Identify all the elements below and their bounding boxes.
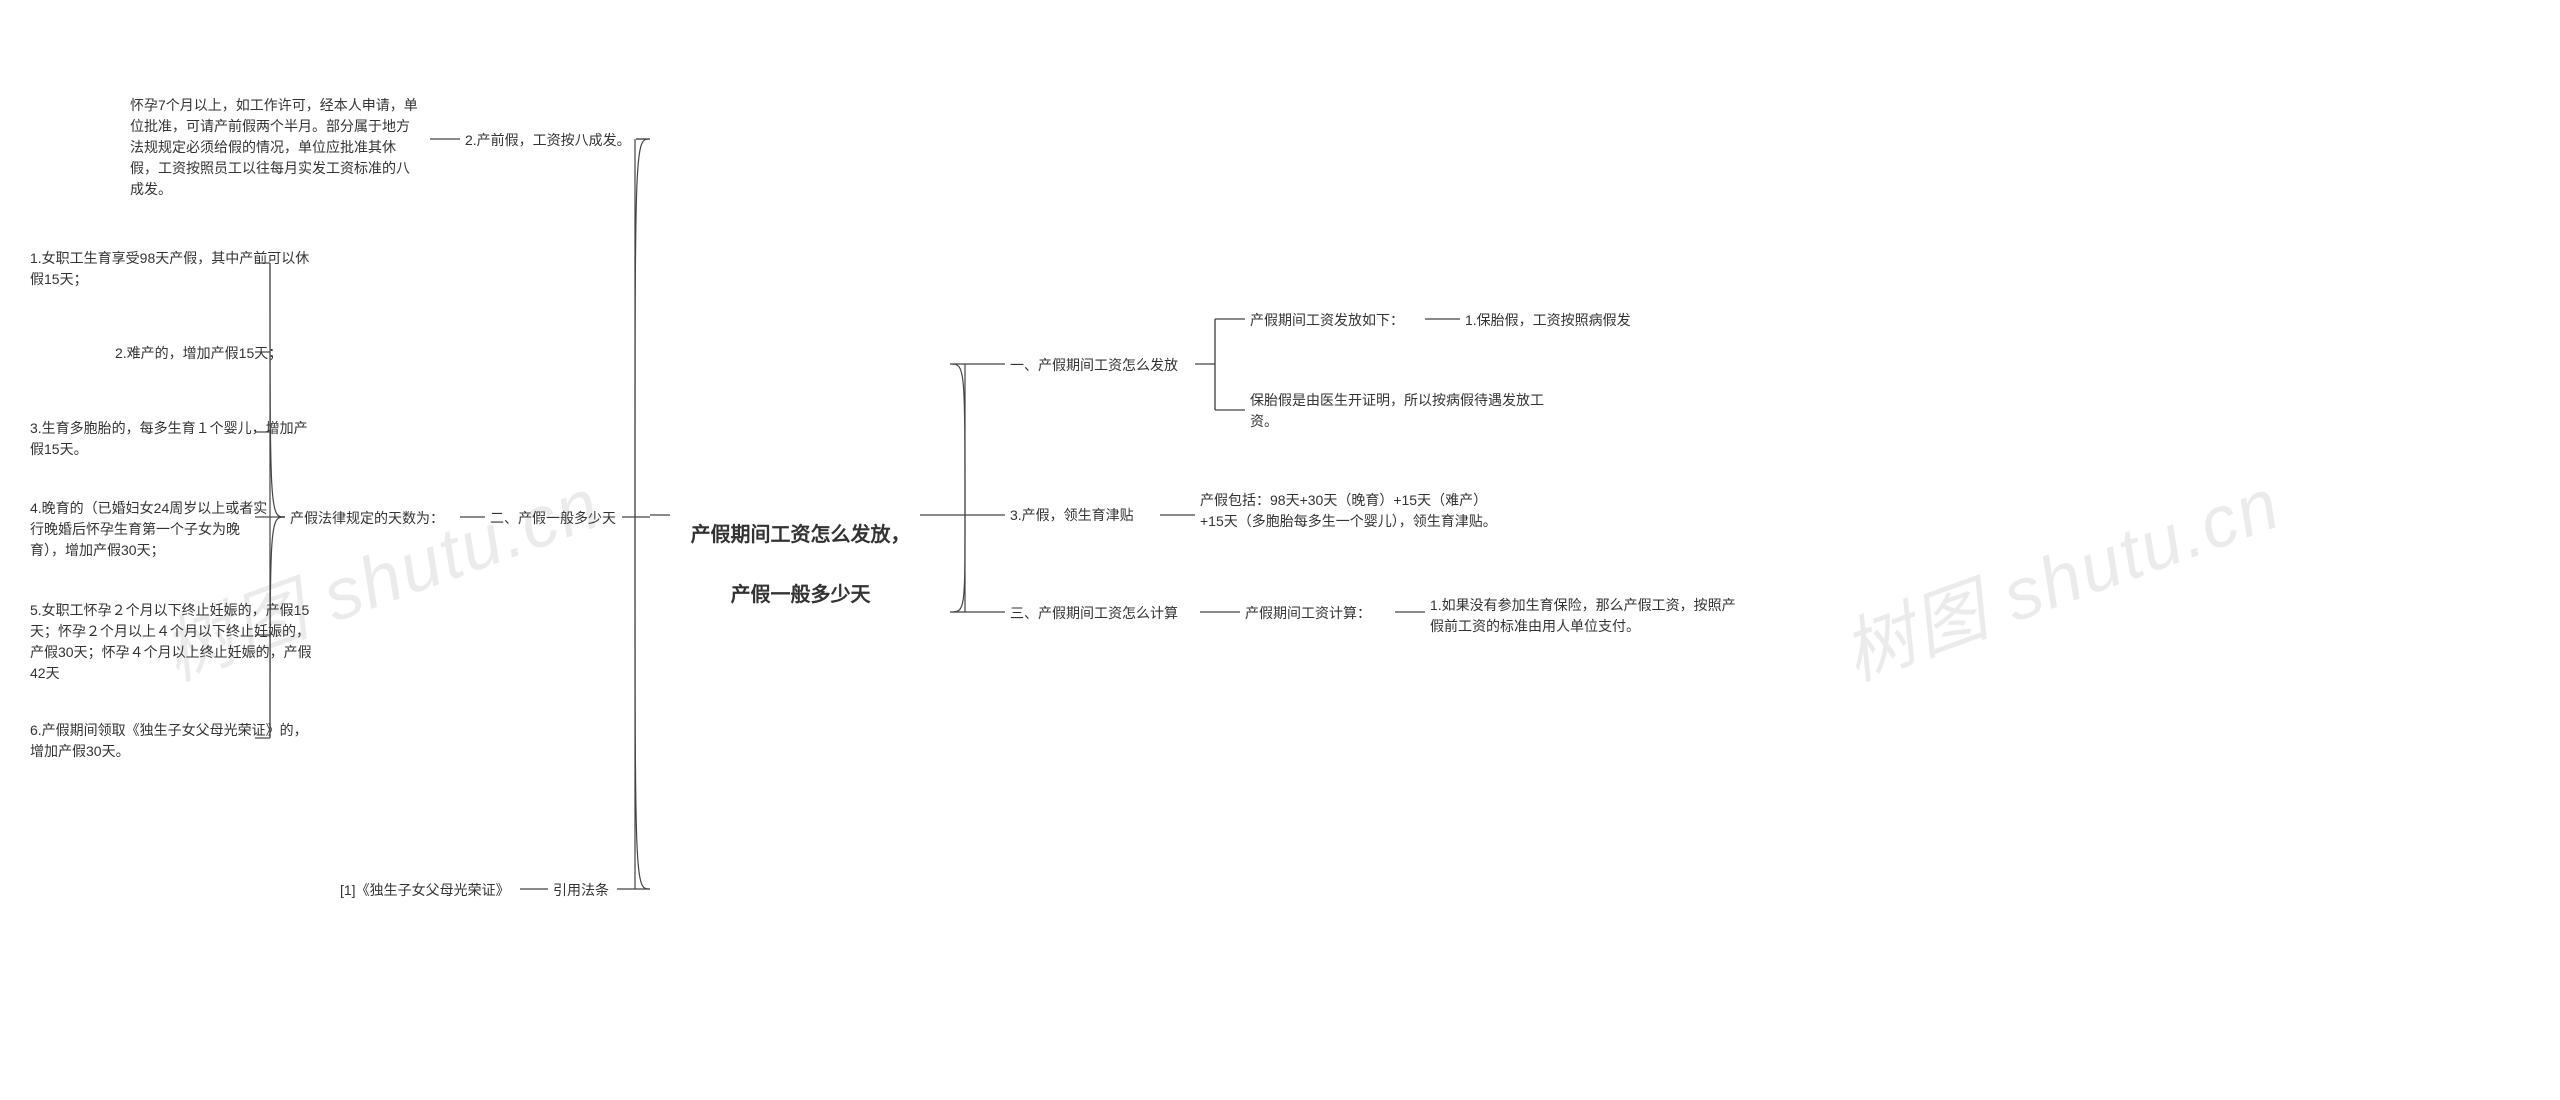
l2-c1-label: 产假法律规定的天数为： (290, 508, 444, 529)
r3-c1-label: 产假期间工资计算： (1245, 603, 1371, 624)
l1-label: 2.产前假，工资按八成发。 (465, 130, 631, 151)
l2-leaf-4: 5.女职工怀孕２个月以下终止妊娠的，产假15天；怀孕２个月以上４个月以下终止妊娠… (30, 600, 320, 684)
l3-label: 引用法条 (553, 880, 609, 901)
r1-label: 一、产假期间工资怎么发放 (1010, 355, 1178, 376)
l1-leaf: 怀孕7个月以上，如工作许可，经本人申请，单位批准，可请产前假两个半月。部分属于地… (130, 95, 420, 200)
l2-leaf-3: 4.晚育的（已婚妇女24周岁以上或者实行晚婚后怀孕生育第一个子女为晚育），增加产… (30, 498, 270, 561)
l2-leaf-1: 2.难产的，增加产假15天； (115, 343, 325, 364)
root-line2: 产假一般多少天 (731, 584, 871, 606)
r1-c1-leaf: 1.保胎假，工资按照病假发 (1465, 310, 1631, 331)
r3-c1-leaf: 1.如果没有参加生育保险，那么产假工资，按照产假前工资的标准由用人单位支付。 (1430, 595, 1740, 637)
l2-leaf-2: 3.生育多胞胎的，每多生育１个婴儿，增加产假15天。 (30, 418, 320, 460)
l2-leaf-0: 1.女职工生育享受98天产假，其中产前可以休假15天； (30, 248, 320, 290)
watermark-2: 树图 shutu.cn (1826, 445, 2292, 700)
r3-label: 三、产假期间工资怎么计算 (1010, 603, 1178, 624)
l2-leaf-5: 6.产假期间领取《独生子女父母光荣证》的，增加产假30天。 (30, 720, 320, 762)
r1-c1-label: 产假期间工资发放如下： (1250, 310, 1404, 331)
r2-leaf: 产假包括：98天+30天（晚育）+15天（难产）+15天（多胞胎每多生一个婴儿）… (1200, 490, 1510, 532)
root-node: 产假期间工资怎么发放， 产假一般多少天 (675, 490, 915, 610)
r1-c2-text: 保胎假是由医生开证明，所以按病假待遇发放工资。 (1250, 390, 1550, 432)
l3-leaf: [1]《独生子女父母光荣证》 (340, 880, 510, 901)
root-line1: 产假期间工资怎么发放， (691, 524, 911, 546)
l2-label: 二、产假一般多少天 (490, 508, 616, 529)
r2-label: 3.产假，领生育津贴 (1010, 505, 1134, 526)
